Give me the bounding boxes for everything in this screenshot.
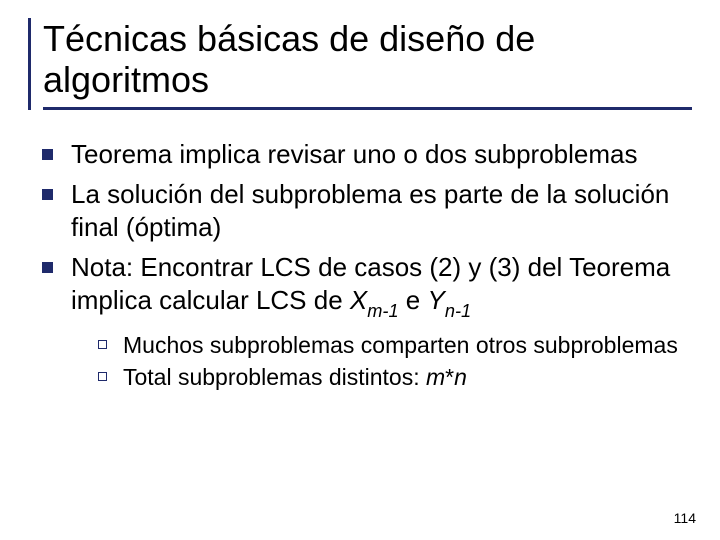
- bullet-text: Nota: Encontrar LCS de casos (2) y (3) d…: [71, 251, 692, 320]
- sub-bullet-text: Muchos subproblemas comparten otros subp…: [123, 331, 678, 360]
- sub-bullet-group: Muchos subproblemas comparten otros subp…: [42, 331, 692, 393]
- bullet-text: La solución del subproblema es parte de …: [71, 178, 692, 243]
- square-bullet-icon: [42, 189, 53, 200]
- square-bullet-icon: [42, 149, 53, 160]
- sub-bullet-text: Total subproblemas distintos: m*n: [123, 363, 467, 392]
- bullet-item: Teorema implica revisar uno o dos subpro…: [42, 138, 692, 171]
- page-number: 114: [674, 510, 696, 526]
- slide-title: Técnicas básicas de diseño de algoritmos: [43, 18, 692, 110]
- hollow-square-bullet-icon: [98, 372, 107, 381]
- bullet-text: Teorema implica revisar uno o dos subpro…: [71, 138, 638, 171]
- square-bullet-icon: [42, 262, 53, 273]
- sub-bullet-item: Muchos subproblemas comparten otros subp…: [98, 331, 692, 360]
- hollow-square-bullet-icon: [98, 340, 107, 349]
- slide: Técnicas básicas de diseño de algoritmos…: [0, 0, 720, 540]
- sub-bullet-item: Total subproblemas distintos: m*n: [98, 363, 692, 392]
- slide-body: Teorema implica revisar uno o dos subpro…: [28, 116, 692, 392]
- title-container: Técnicas básicas de diseño de algoritmos: [28, 18, 692, 110]
- bullet-item: Nota: Encontrar LCS de casos (2) y (3) d…: [42, 251, 692, 320]
- bullet-item: La solución del subproblema es parte de …: [42, 178, 692, 243]
